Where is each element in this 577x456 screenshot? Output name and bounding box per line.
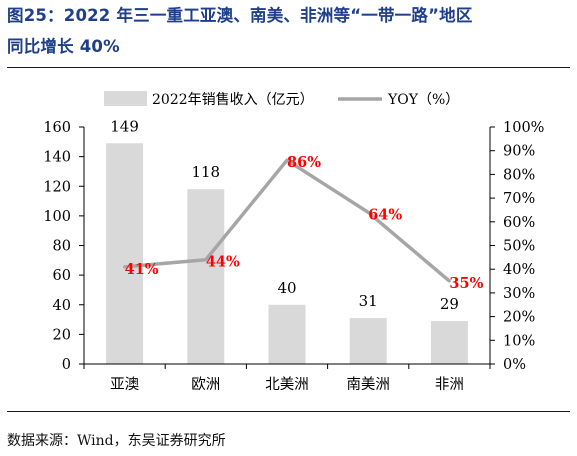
bar-value-label: 118 <box>191 163 220 181</box>
y-left-tick-label: 40 <box>53 298 71 314</box>
y-left-tick-label: 80 <box>53 239 71 255</box>
legend-label-bar: 2022年销售收入（亿元） <box>152 92 314 108</box>
x-tick-label: 北美洲 <box>265 376 309 393</box>
bar-value-label: 29 <box>440 295 459 313</box>
y-right-tick-label: 50% <box>503 239 535 255</box>
y-left-tick-label: 60 <box>53 268 71 284</box>
y-right-tick-label: 60% <box>503 215 535 231</box>
x-tick-label: 欧洲 <box>191 376 220 393</box>
source-label: 数据来源： <box>7 433 77 449</box>
bar-value-label: 149 <box>110 117 139 135</box>
y-right-tick-label: 30% <box>503 286 535 302</box>
figure-title-line-2: 同比增长 40% <box>7 37 120 56</box>
y-right-tick-label: 80% <box>503 167 535 183</box>
yoy-point <box>123 265 127 269</box>
source-divider <box>7 411 570 412</box>
y-left-tick-label: 0 <box>62 357 71 373</box>
y-left-tick-label: 140 <box>43 150 71 166</box>
bar-南美洲 <box>349 318 387 364</box>
bar-value-label: 31 <box>359 292 378 310</box>
title-divider <box>7 67 570 68</box>
x-tick-label: 非洲 <box>435 376 464 393</box>
yoy-point <box>447 279 451 283</box>
y-right-tick-label: 0% <box>503 357 526 373</box>
figure-title: 图25：2022 年三一重工亚澳、南美、非洲等“一带一路”地区 同比增长 40% <box>7 0 572 62</box>
y-left-tick-label: 160 <box>43 120 71 136</box>
yoy-point <box>366 210 370 214</box>
yoy-point <box>204 258 208 262</box>
x-tick-label: 亚澳 <box>110 376 139 393</box>
legend-swatch-bar <box>104 91 147 106</box>
bar-非洲 <box>430 321 468 364</box>
legend-label-line: YOY（%） <box>387 92 459 108</box>
y-right-tick-label: 40% <box>503 262 535 278</box>
y-left-tick-label: 120 <box>43 179 71 195</box>
figure-title-line-1: 图25：2022 年三一重工亚澳、南美、非洲等“一带一路”地区 <box>7 6 473 25</box>
yoy-value-label: 35% <box>449 275 483 292</box>
source-note: 数据来源：Wind，东吴证券研究所 <box>7 430 226 450</box>
y-right-tick-label: 70% <box>503 191 535 207</box>
bar-欧洲 <box>187 189 225 364</box>
source-text: Wind，东吴证券研究所 <box>77 433 226 449</box>
yoy-value-label: 41% <box>125 261 159 278</box>
y-left-tick-label: 20 <box>53 327 71 343</box>
yoy-value-label: 86% <box>287 154 321 171</box>
y-right-tick-label: 10% <box>503 333 535 349</box>
y-right-tick-label: 90% <box>503 144 535 160</box>
bar-北美洲 <box>268 304 306 364</box>
bar-亚澳 <box>106 143 144 364</box>
yoy-point <box>285 158 289 162</box>
y-right-tick-label: 20% <box>503 310 535 326</box>
bar-value-label: 40 <box>277 279 296 297</box>
x-tick-label: 南美洲 <box>346 376 390 393</box>
yoy-value-label: 44% <box>206 254 240 271</box>
y-right-tick-label: 100% <box>503 120 544 136</box>
y-left-tick-label: 100 <box>43 209 71 225</box>
yoy-value-label: 64% <box>368 206 402 223</box>
